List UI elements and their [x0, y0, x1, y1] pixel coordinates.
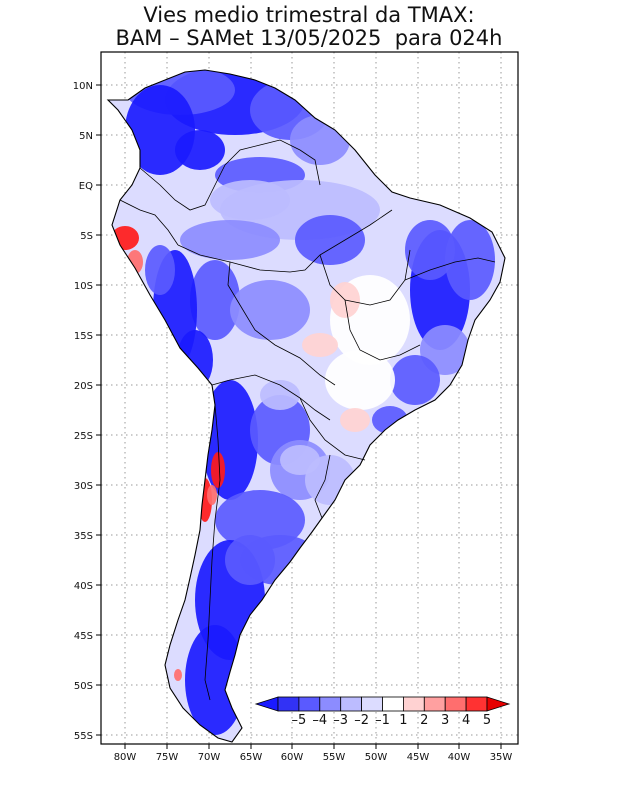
bias-region-light-pos — [340, 408, 370, 432]
lat-tick-label: 15S — [74, 331, 93, 342]
border-brazil-states-2 — [344, 299, 421, 361]
bias-region-neg — [215, 490, 305, 550]
lon-tick-label: 45W — [407, 752, 430, 763]
border-chile-argentina-north — [211, 374, 331, 421]
lat-tick-label: 20S — [74, 381, 93, 392]
lat-tick-label: 40S — [74, 581, 93, 592]
bias-region-neg — [405, 220, 455, 280]
colorbar-bin — [340, 696, 363, 712]
coastline — [106, 69, 506, 743]
border-brazil-north — [177, 209, 393, 273]
lon-tick-label: 65W — [240, 752, 263, 763]
border-ecuador-peru — [119, 199, 179, 246]
colorbar-bin — [423, 696, 446, 712]
border-uruguay — [314, 454, 331, 519]
colorbar-label: –5 — [292, 713, 307, 728]
bias-region-strong-neg — [185, 625, 245, 735]
bias-region-neg — [445, 220, 495, 300]
bias-region-neg — [225, 535, 275, 585]
border-brazil-states-3 — [404, 257, 496, 281]
lat-tick-label: 50S — [74, 681, 93, 692]
border-andes — [204, 404, 221, 701]
country-borders — [119, 139, 496, 701]
lat-tick-label: 10S — [74, 281, 93, 292]
bias-region-mild-neg — [180, 220, 280, 260]
border-bolivia — [227, 261, 336, 386]
lon-tick-label: 55W — [323, 752, 346, 763]
bias-region-neg — [190, 260, 240, 340]
lon-tick-label: 40W — [448, 752, 471, 763]
border-paraguay — [299, 397, 366, 461]
bias-region-mild-neg — [230, 280, 310, 340]
colorbar-arrow-high — [486, 696, 511, 712]
colorbar-bin — [402, 696, 425, 712]
lat-tick-label: EQ — [79, 181, 93, 192]
bias-region-pos — [207, 485, 217, 505]
bias-region-light-neg — [280, 445, 320, 475]
border-venezuela — [224, 139, 321, 186]
bias-region-light-neg — [210, 180, 290, 220]
lon-tick-label: 80W — [114, 752, 137, 763]
lat-tick-label: 25S — [74, 431, 93, 442]
colorbar: –5 –4 –3 –2 –1 1 2 3 4 5 — [254, 696, 511, 728]
bias-region-strong-pos — [211, 452, 225, 488]
colorbar-bin — [382, 696, 404, 712]
bias-region-strong-neg — [175, 130, 225, 170]
title-line-1: Vies medio trimestral da TMAX: — [143, 3, 475, 27]
colorbar-label: 4 — [462, 713, 470, 728]
colorbar-label: 2 — [420, 713, 428, 728]
colorbar-bin — [465, 696, 488, 712]
lat-tick-label: 30S — [74, 481, 93, 492]
colorbar-label: 3 — [441, 713, 449, 728]
colorbar-label: –3 — [333, 713, 348, 728]
bias-region-light-pos — [302, 333, 338, 357]
lon-tick-label: 35W — [490, 752, 513, 763]
colorbar-bin — [298, 696, 321, 712]
lat-tick-label: 10N — [73, 81, 93, 92]
colorbar-bin — [444, 696, 467, 712]
colorbar-bin — [319, 696, 342, 712]
bias-region-neg — [145, 245, 175, 295]
bias-region-pos — [174, 669, 182, 681]
lat-tick-label: 45S — [74, 631, 93, 642]
border-colombia — [139, 164, 226, 211]
colorbar-label: –4 — [312, 713, 327, 728]
lat-tick-label: 35S — [74, 531, 93, 542]
lon-tick-label: 50W — [365, 752, 388, 763]
colorbar-label: 1 — [399, 713, 407, 728]
bias-region-light-neg — [260, 380, 300, 410]
lat-tick-label: 55S — [74, 731, 93, 742]
lat-tick-label: 5N — [79, 131, 93, 142]
latitude-axis: 10N 5N EQ 5S 10S 15S 20S 25S 30S 35S 40S 45S 50S 55S — [73, 81, 101, 742]
map-frame — [100, 51, 519, 745]
colorbar-bin — [277, 696, 300, 712]
bias-region-neg — [390, 355, 440, 405]
lon-tick-label: 60W — [281, 752, 304, 763]
lon-tick-label: 75W — [156, 752, 179, 763]
lat-tick-label: 5S — [80, 231, 93, 242]
lon-tick-label: 70W — [198, 752, 221, 763]
bias-region-neg — [295, 215, 365, 265]
colorbar-label: 5 — [483, 713, 491, 728]
longitude-axis: 80W 75W 70W 65W 60W 55W 50W 45W 40W 35W — [114, 744, 513, 763]
colorbar-bin — [361, 696, 383, 712]
colorbar-label: –2 — [354, 713, 369, 728]
title-line-2: BAM – SAMet 13/05/2025 para 024h — [115, 26, 503, 50]
bias-region-neutral — [325, 350, 395, 410]
colorbar-label: –1 — [375, 713, 390, 728]
